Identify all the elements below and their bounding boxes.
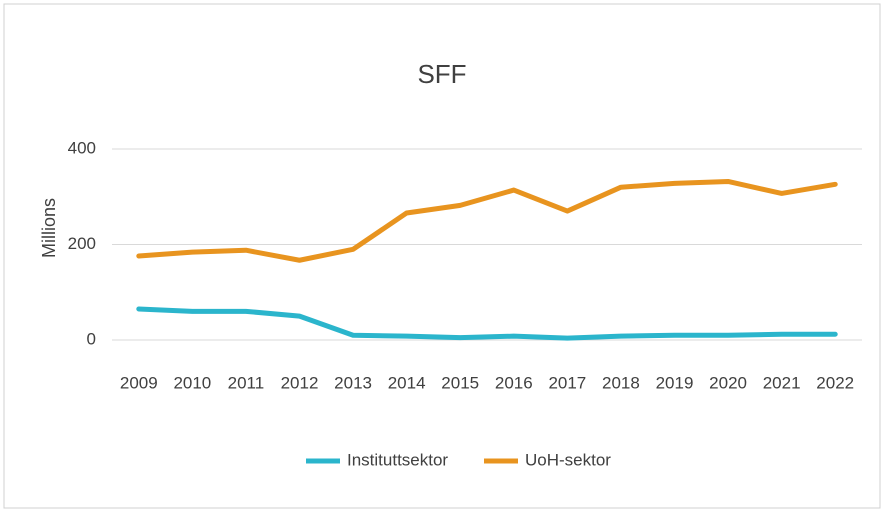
x-tick-label: 2018	[602, 373, 640, 392]
legend-label: Instituttsektor	[347, 450, 448, 469]
x-tick-label: 2015	[441, 373, 479, 392]
x-tick-label: 2022	[816, 373, 854, 392]
x-tick-label: 2009	[120, 373, 158, 392]
x-tick-label: 2014	[388, 373, 426, 392]
y-tick-label: 0	[87, 329, 96, 348]
x-tick-label: 2011	[228, 373, 265, 392]
x-tick-label: 2016	[495, 373, 533, 392]
data-line	[136, 306, 838, 341]
x-tick-label: 2021	[763, 373, 801, 392]
x-tick-label: 2019	[656, 373, 694, 392]
data-line	[136, 178, 838, 263]
x-tick-label: 2020	[709, 373, 747, 392]
x-tick-label: 2013	[334, 373, 372, 392]
legend-label: UoH-sektor	[525, 450, 611, 469]
y-tick-label: 400	[68, 138, 96, 157]
y-axis-label: Millions	[39, 198, 59, 258]
chart-title: SFF	[417, 59, 466, 89]
x-tick-label: 2010	[173, 373, 211, 392]
x-tick-label: 2017	[548, 373, 586, 392]
x-tick-label: 2012	[281, 373, 319, 392]
y-tick-label: 200	[68, 234, 96, 253]
